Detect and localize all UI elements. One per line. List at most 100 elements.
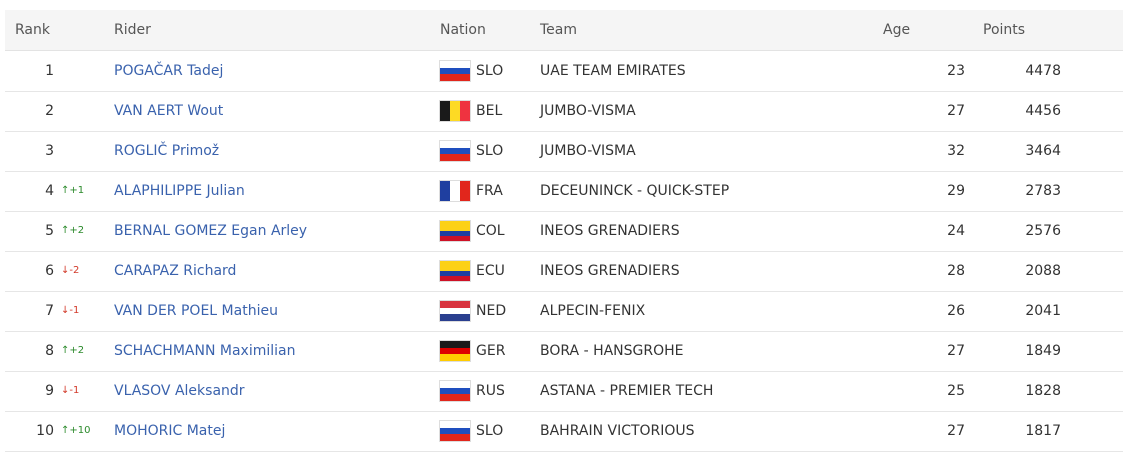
rank: 1 — [45, 63, 54, 79]
arrow-icon: ↓ — [61, 385, 70, 396]
team[interactable]: INEOS GRENADIERS — [540, 263, 680, 279]
header-cell[interactable]: Team — [540, 22, 578, 38]
age: 27 — [947, 343, 965, 359]
flag-stripe — [440, 154, 470, 161]
flag-stripe — [440, 181, 450, 201]
team[interactable]: ALPECIN-FENIX — [540, 303, 646, 319]
flag-stripe — [450, 101, 460, 121]
arrow-icon: ↓ — [61, 305, 70, 316]
age: 27 — [947, 423, 965, 439]
age: 23 — [947, 63, 965, 79]
table-row: 5 ↑+2 BERNAL GOMEZ Egan Arley COL INEOS GREN… — [5, 211, 1123, 252]
header-cell[interactable]: Rank — [15, 22, 50, 38]
flag-stripe — [440, 147, 470, 155]
nation-code: SLO — [476, 143, 504, 159]
flag-stripe — [440, 101, 450, 121]
points: 2576 — [1025, 223, 1061, 239]
flag-stripe — [440, 231, 470, 236]
nation-code: COL — [476, 223, 505, 239]
team[interactable]: BAHRAIN VICTORIOUS — [540, 423, 695, 439]
rank: 10 — [36, 423, 54, 439]
change-text: +1 — [69, 185, 85, 196]
age: 29 — [947, 183, 965, 199]
flag-stripe — [440, 387, 470, 395]
arrow-icon: ↑ — [61, 425, 70, 436]
change-text: -2 — [69, 265, 80, 276]
header-row: Rank Rider Nation Team Age Points — [5, 10, 1123, 51]
age: 32 — [947, 143, 965, 159]
rider-link[interactable]: BERNAL GOMEZ Egan Arley — [114, 223, 308, 239]
table-row: 10 ↑+10 MOHORIC Matej SLO BAHRAIN VICTORIOUS… — [5, 411, 1123, 452]
header-cell[interactable]: Age — [883, 22, 911, 38]
rider-link[interactable]: VLASOV Aleksandr — [114, 383, 245, 399]
flag-stripe — [440, 141, 470, 148]
rider-link[interactable]: MOHORIC Matej — [114, 423, 226, 439]
points: 4478 — [1025, 63, 1061, 79]
rider-link[interactable]: ROGLIČ Primož — [114, 143, 220, 159]
team[interactable]: ASTANA - PREMIER TECH — [540, 383, 714, 399]
header-cell[interactable]: Rider — [114, 22, 151, 38]
rider-link[interactable]: ALAPHILIPPE Julian — [114, 183, 245, 199]
team[interactable]: JUMBO-VISMA — [540, 103, 636, 119]
nation-code: BEL — [476, 103, 503, 119]
rank-change: ↓-1 — [61, 371, 79, 411]
points: 1817 — [1025, 423, 1061, 439]
team[interactable]: BORA - HANSGROHE — [540, 343, 684, 359]
team[interactable]: JUMBO-VISMA — [540, 143, 636, 159]
flag-icon — [440, 221, 470, 241]
flag-stripe — [440, 271, 470, 276]
flag-stripe — [440, 74, 470, 81]
arrow-icon: ↑ — [61, 225, 70, 236]
flag-icon — [440, 101, 470, 121]
flag-stripe — [440, 347, 470, 355]
rider-link[interactable]: POGAČAR Tadej — [114, 63, 224, 79]
rank: 9 — [45, 383, 54, 399]
age: 24 — [947, 223, 965, 239]
rider-link[interactable]: VAN DER POEL Mathieu — [114, 303, 278, 319]
flag-stripe — [440, 394, 470, 401]
rider-link[interactable]: CARAPAZ Richard — [114, 263, 237, 279]
age: 27 — [947, 103, 965, 119]
flag-stripe — [440, 381, 470, 388]
rider-link[interactable]: VAN AERT Wout — [114, 103, 224, 119]
flag-stripe — [440, 434, 470, 441]
rank-change: ↑+1 — [61, 171, 84, 211]
rank-change: ↑+10 — [61, 411, 91, 451]
flag-stripe — [460, 181, 470, 201]
rider-link[interactable]: SCHACHMANN Maximilian — [114, 343, 296, 359]
flag-stripe — [440, 226, 470, 231]
points: 2088 — [1025, 263, 1061, 279]
age: 28 — [947, 263, 965, 279]
table-row: 3 ROGLIČ Primož SLO JUMBO-VISMA 32 3464 — [5, 131, 1123, 172]
flag-stripe — [440, 307, 470, 315]
nation-code: RUS — [476, 383, 505, 399]
flag-icon — [440, 261, 470, 281]
age: 26 — [947, 303, 965, 319]
nation-code: GER — [476, 343, 506, 359]
flag-stripe — [440, 314, 470, 321]
nation-code: NED — [476, 303, 507, 319]
flag-icon — [440, 421, 470, 441]
team[interactable]: INEOS GRENADIERS — [540, 223, 680, 239]
table-row: 2 VAN AERT Wout BEL JUMBO-VISMA 27 4456 — [5, 91, 1123, 132]
points: 2783 — [1025, 183, 1061, 199]
team[interactable]: UAE TEAM EMIRATES — [540, 63, 686, 79]
rank-change: ↓-2 — [61, 251, 79, 291]
header-cell[interactable]: Points — [983, 22, 1026, 38]
nation-code: ECU — [476, 263, 505, 279]
age: 25 — [947, 383, 965, 399]
table-row: 7 ↓-1 VAN DER POEL Mathieu NED ALPECIN-FENIX… — [5, 291, 1123, 332]
header-cell[interactable]: Nation — [440, 22, 486, 38]
table-row: 4 ↑+1 ALAPHILIPPE Julian FRA DECEUNINCK - QU… — [5, 171, 1123, 212]
rank-change: ↑+2 — [61, 211, 84, 251]
points: 2041 — [1025, 303, 1061, 319]
table-row: 6 ↓-2 CARAPAZ Richard ECU INEOS GRENADIERS 28… — [5, 251, 1123, 292]
flag-stripe — [440, 221, 470, 226]
rank: 6 — [45, 263, 54, 279]
change-text: +2 — [69, 345, 85, 356]
team[interactable]: DECEUNINCK - QUICK-STEP — [540, 183, 730, 199]
flag-stripe — [440, 266, 470, 271]
flag-stripe — [440, 261, 470, 266]
flag-stripe — [440, 421, 470, 428]
nation-code: SLO — [476, 63, 504, 79]
